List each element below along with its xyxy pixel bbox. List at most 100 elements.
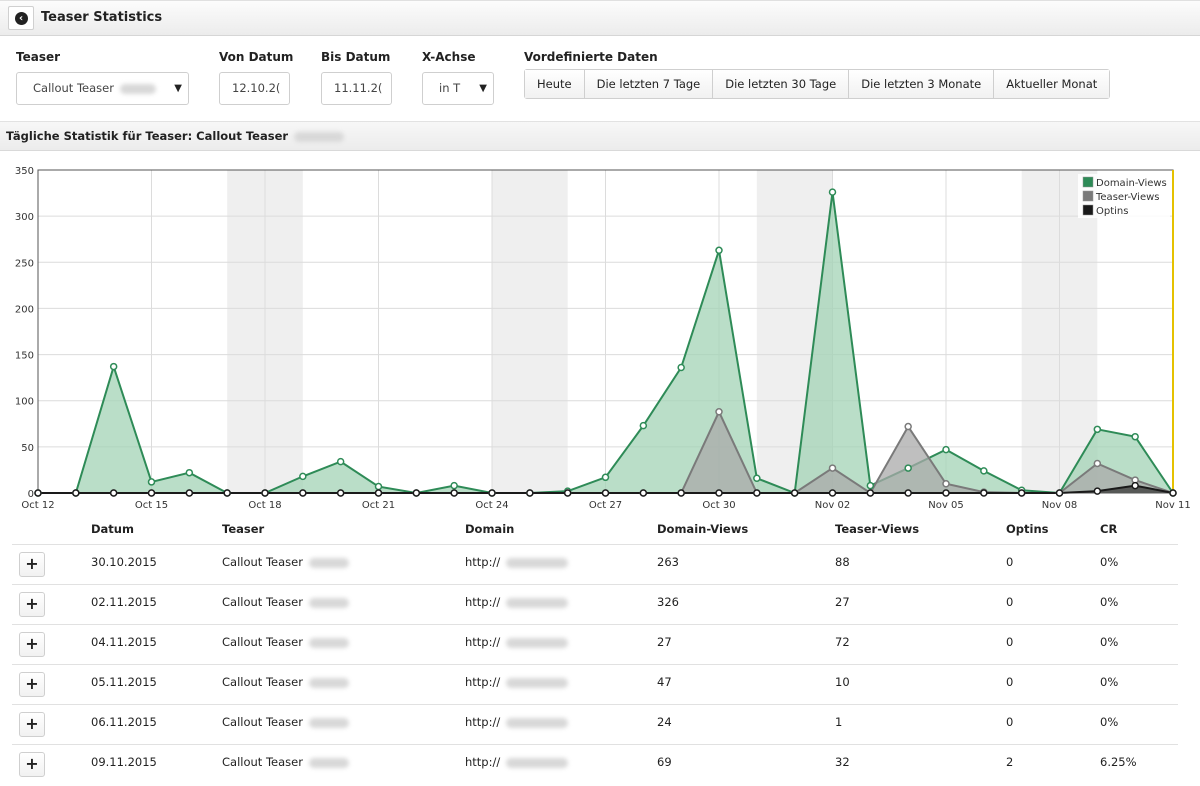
x-tick-label: Nov 05 xyxy=(928,500,963,511)
y-tick-label: 0 xyxy=(28,489,34,500)
data-point xyxy=(1093,459,1102,468)
cell-text: 04.11.2015 xyxy=(91,635,157,649)
data-point xyxy=(601,473,610,482)
data-point xyxy=(563,489,572,497)
expand-row-button[interactable]: + xyxy=(19,592,45,617)
cell-text: Callout Teaser xyxy=(222,555,303,569)
expand-row-button[interactable]: + xyxy=(19,712,45,737)
data-point xyxy=(828,188,837,196)
cell-text: 0% xyxy=(1100,675,1119,689)
data-point xyxy=(1131,432,1139,441)
data-point xyxy=(639,489,648,497)
data-point xyxy=(34,489,42,497)
col-header-teaser: Teaser xyxy=(222,522,265,536)
preset-current-month-button[interactable]: Aktueller Monat xyxy=(994,70,1110,98)
data-point xyxy=(715,246,723,255)
cell-text: Callout Teaser xyxy=(222,635,303,649)
redacted-text xyxy=(308,597,349,608)
cell-teaser: Callout Teaser xyxy=(222,635,349,649)
cell-text: Callout Teaser xyxy=(222,715,303,729)
data-point xyxy=(601,489,610,497)
xaxis-select[interactable]: in T ▼ xyxy=(422,72,494,105)
data-point xyxy=(412,489,421,497)
preset-last-3-months-button[interactable]: Die letzten 3 Monate xyxy=(849,70,995,98)
preset-last-7-days-button[interactable]: Die letzten 7 Tage xyxy=(584,70,714,98)
cell-cr: 0% xyxy=(1100,675,1118,689)
data-point xyxy=(374,489,383,497)
from-date-label: Von Datum xyxy=(219,50,294,64)
preset-last-30-days-button[interactable]: Die letzten 30 Tage xyxy=(713,70,850,98)
cell-text: Callout Teaser xyxy=(222,675,303,689)
data-point xyxy=(450,489,458,497)
data-point xyxy=(109,489,118,497)
redacted-text xyxy=(294,131,345,142)
cell-teaser: Callout Teaser xyxy=(222,715,349,729)
teaser-select[interactable]: Callout Teaser ▼ xyxy=(16,72,189,105)
y-tick-label: 50 xyxy=(21,443,34,454)
cell-teaser: Callout Teaser xyxy=(222,595,349,609)
chevron-down-icon: ▼ xyxy=(174,83,182,94)
from-date-input[interactable]: 12.10.2( xyxy=(219,72,290,105)
expand-row-button[interactable]: + xyxy=(19,552,45,577)
col-header-domain-views: Domain-Views xyxy=(657,522,749,536)
data-point xyxy=(639,421,648,430)
cell-teaser-views: 72 xyxy=(835,635,850,649)
cell-text: http:// xyxy=(465,755,501,769)
data-point xyxy=(1169,489,1177,497)
data-point xyxy=(866,489,875,497)
data-point xyxy=(942,489,950,497)
weekend-band xyxy=(492,170,568,493)
data-point xyxy=(942,445,950,454)
cell-text: 09.11.2015 xyxy=(91,755,157,769)
cell-text: Callout Teaser xyxy=(222,755,303,769)
x-tick-label: Nov 11 xyxy=(1155,500,1190,511)
to-date-input[interactable]: 11.11.2( xyxy=(321,72,392,105)
cell-text: http:// xyxy=(465,555,501,569)
table-row: +04.11.2015 Callout Teaser http:// 27 72 0 0% xyxy=(12,624,1178,664)
cell-text: 2 xyxy=(1006,755,1014,769)
cell-domain: http:// xyxy=(465,555,569,569)
x-tick-label: Oct 24 xyxy=(475,500,508,511)
cell-text: http:// xyxy=(465,675,501,689)
y-tick-label: 100 xyxy=(15,397,34,408)
cell-datum: 04.11.2015 xyxy=(91,635,157,649)
cell-domain-views: 27 xyxy=(657,635,672,649)
daily-statistics-chart: 0 50 100 150 200 250 300 350 Oct 12 Oct 15 Oct 18 O… xyxy=(15,166,1191,511)
expand-row-button[interactable]: + xyxy=(19,752,45,777)
cell-text: 27 xyxy=(835,595,850,609)
back-button[interactable]: ‹ xyxy=(8,6,34,30)
data-point xyxy=(828,464,837,472)
cell-cr: 0% xyxy=(1100,715,1118,729)
cell-teaser-views: 10 xyxy=(835,675,850,689)
cell-text: 6.25% xyxy=(1100,755,1137,769)
data-point xyxy=(980,489,988,497)
cell-text: 88 xyxy=(835,555,850,569)
cell-datum: 02.11.2015 xyxy=(91,595,157,609)
cell-text: 27 xyxy=(657,635,672,649)
cell-text: 0 xyxy=(1006,675,1014,689)
expand-row-button[interactable]: + xyxy=(19,632,45,657)
data-point xyxy=(753,489,761,497)
redacted-text xyxy=(308,717,349,728)
preset-today-button[interactable]: Heute xyxy=(525,70,585,98)
x-tick-label: Oct 21 xyxy=(362,500,395,511)
legend-swatch xyxy=(1082,176,1094,188)
expand-row-button[interactable]: + xyxy=(19,672,45,697)
area-teaser-views xyxy=(38,411,1173,493)
cell-datum: 06.11.2015 xyxy=(91,715,157,729)
cell-domain-views: 263 xyxy=(657,555,679,569)
col-header-cr: CR xyxy=(1100,522,1118,536)
cell-teaser-views: 32 xyxy=(835,755,850,769)
cell-text: Callout Teaser xyxy=(222,595,303,609)
data-point xyxy=(715,408,723,416)
cell-domain: http:// xyxy=(465,715,569,729)
section-header: Tägliche Statistik für Teaser: Callout T… xyxy=(0,121,1200,151)
data-point xyxy=(185,489,194,497)
col-header-optins: Optins xyxy=(1006,522,1049,536)
data-point xyxy=(223,489,231,497)
chevron-down-icon: ▼ xyxy=(479,83,487,94)
x-tick-label: Oct 30 xyxy=(702,500,735,511)
title-bar: ‹ Teaser Statistics xyxy=(0,0,1200,36)
data-point xyxy=(336,489,345,497)
col-header-datum: Datum xyxy=(91,522,134,536)
